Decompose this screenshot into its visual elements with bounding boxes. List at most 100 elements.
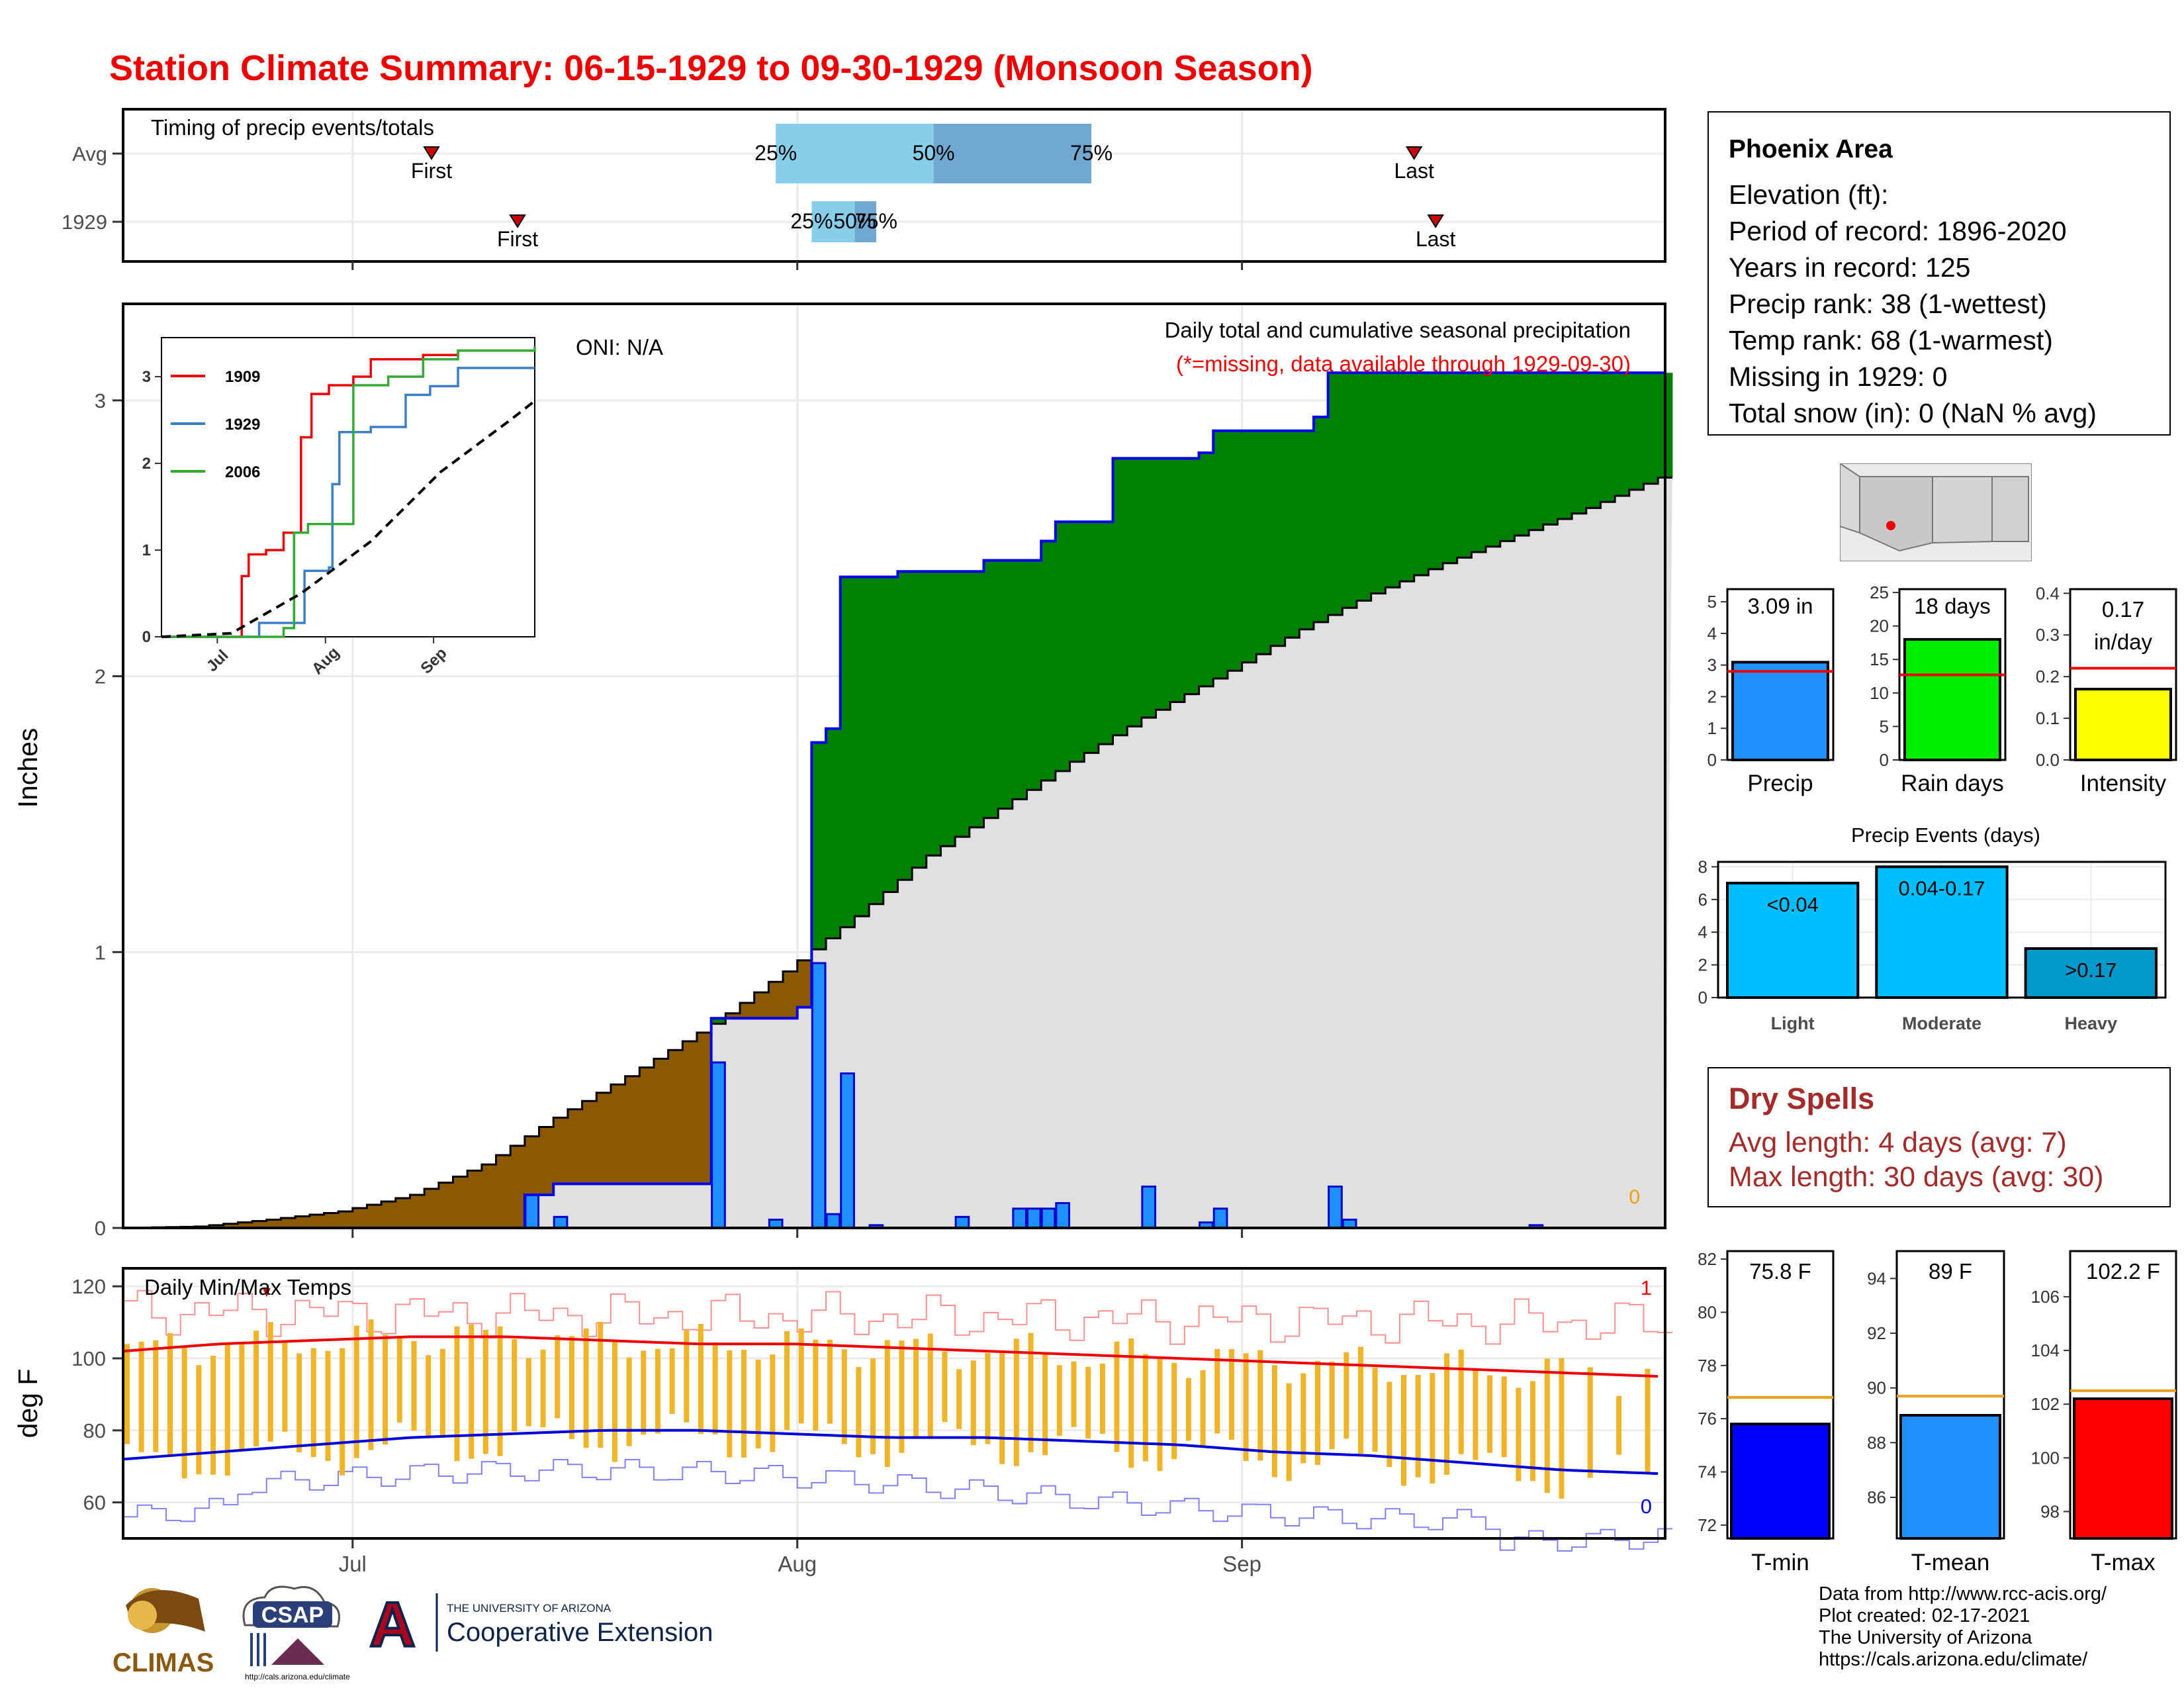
timing-last-marker — [1405, 146, 1423, 160]
temp-summary-ytick-label: 94 — [1867, 1268, 1886, 1288]
svg-text:CSAP: CSAP — [261, 1603, 324, 1628]
summary-axis-label: Rain days — [1901, 771, 2004, 796]
above-average-area — [1443, 373, 1458, 563]
temp-ytick-label: 100 — [71, 1347, 106, 1370]
temp-panel: 60 80 100 120 Daily Min/Max Temps 1 0 deg F — [13, 1267, 1672, 1552]
events-bar-label: >0.17 — [2065, 959, 2116, 982]
daily-temp-bar — [970, 1360, 976, 1446]
daily-temp-bar — [712, 1342, 718, 1434]
daily-temp-bar — [1415, 1375, 1421, 1477]
station-missing: Missing in 1929: 0 — [1729, 361, 1948, 392]
daily-temp-bar — [913, 1338, 919, 1438]
daily-precip-bar — [811, 962, 827, 1229]
daily-precip-bar — [1328, 1185, 1343, 1229]
temp-summary-ytick-label: 106 — [2031, 1287, 2060, 1307]
above-average-area — [1543, 373, 1559, 525]
above-average-area — [998, 560, 1013, 809]
above-average-area — [1457, 373, 1472, 558]
above-average-area — [1041, 541, 1056, 781]
temp-summary-ytick-label: 102 — [2031, 1394, 2060, 1414]
daily-temp-bar — [454, 1326, 460, 1462]
timing-bar-lower — [776, 124, 934, 183]
above-average-area — [1643, 373, 1659, 484]
station-info-box: Phoenix Area Elevation (ft): Period of r… — [1707, 111, 2171, 436]
daily-temp-bar — [626, 1357, 632, 1446]
x-axis-tick-label: Aug — [778, 1552, 817, 1576]
summary-value-label: 3.09 in — [1747, 594, 1813, 618]
above-average-area — [1199, 453, 1214, 686]
above-average-area — [869, 577, 884, 904]
daily-temp-bar — [1430, 1373, 1435, 1484]
above-average-area — [1629, 373, 1645, 490]
events-category-label: Heavy — [2065, 1013, 2118, 1033]
main-chart-area: Timing of precip events/totals Avg 25% 50%… — [13, 108, 1673, 1576]
timing-bar-upper — [933, 124, 1092, 183]
inset-legend-label: 1929 — [225, 416, 260, 434]
events-ytick-label: 0 — [1698, 988, 1707, 1008]
daily-temp-bar — [1142, 1354, 1148, 1462]
daily-temp-bar — [1185, 1378, 1191, 1441]
temp-summary-value-label: 102.2 F — [2086, 1259, 2160, 1284]
above-average-area — [1371, 373, 1386, 594]
daily-temp-bar — [1544, 1358, 1550, 1493]
timing-q25-label: 25% — [790, 209, 833, 233]
credits: Data from http://www.rcc-acis.org/ Plot … — [1819, 1583, 2107, 1671]
below-average-area — [740, 1002, 755, 1019]
temp-summary-ytick-label: 88 — [1867, 1432, 1886, 1452]
daily-temp-bar — [1587, 1367, 1593, 1478]
temp-summary-ytick-label: 76 — [1698, 1409, 1717, 1429]
above-average-area — [1586, 373, 1602, 508]
daily-temp-bar — [1645, 1368, 1651, 1474]
daily-temp-bar — [1042, 1353, 1048, 1456]
temp-summary-ytick-label: 80 — [1698, 1302, 1717, 1322]
timing-last-label: Last — [1394, 159, 1434, 183]
daily-temp-bar — [253, 1331, 259, 1447]
daily-temp-bar — [698, 1323, 704, 1434]
below-average-area — [582, 1101, 597, 1184]
below-average-area — [281, 1217, 296, 1228]
inset-ytick-label: 0 — [142, 628, 151, 646]
events-bar — [2024, 947, 2158, 999]
svg-text:Cooperative Extension: Cooperative Extension — [447, 1618, 713, 1647]
daily-temp-bar — [411, 1340, 417, 1431]
daily-temp-bar — [612, 1341, 617, 1462]
university-of-arizona-logo: A THE UNIVERSITY OF ARIZONA Cooperative … — [364, 1588, 713, 1662]
summary-value-label: 18 days — [1914, 594, 1991, 618]
credit-url: https://cals.arizona.edu/climate/ — [1819, 1649, 2088, 1670]
precip-ylabel: Inches — [13, 728, 43, 808]
below-average-area — [524, 1136, 540, 1195]
below-average-area — [696, 1032, 712, 1184]
daily-temp-bar — [741, 1350, 747, 1458]
station-years: Years in record: 125 — [1729, 252, 1971, 283]
daily-temp-bar — [1013, 1338, 1019, 1466]
above-average-area — [1328, 373, 1343, 616]
logo-strip: CLIMAS CSAP http://cals.arizona.edu/clim… — [113, 1585, 713, 1681]
events-ytick-label: 8 — [1698, 857, 1707, 876]
daily-temp-bar — [827, 1339, 833, 1424]
dry-spells-title: Dry Spells — [1729, 1082, 1875, 1115]
above-average-area — [1069, 522, 1085, 762]
temp-summary-bar — [2073, 1397, 2173, 1540]
daily-temp-bar — [1487, 1375, 1493, 1453]
above-average-area — [1098, 522, 1114, 745]
daily-temp-bar — [999, 1353, 1005, 1464]
station-snow: Total snow (in): 0 (NaN % avg) — [1729, 398, 2097, 428]
events-category-label: Moderate — [1902, 1013, 1981, 1033]
below-average-area — [252, 1221, 267, 1228]
daily-temp-bar — [1372, 1367, 1378, 1452]
timing-panel: Timing of precip events/totals Avg 25% 50%… — [62, 108, 1666, 270]
daily-precip-bar — [1012, 1207, 1027, 1229]
below-average-area — [209, 1225, 224, 1228]
daily-temp-bar — [396, 1338, 402, 1423]
daily-temp-bar — [426, 1355, 432, 1436]
below-average-area — [539, 1127, 554, 1195]
daily-temp-bar — [138, 1341, 144, 1452]
timing-q50-label: 50% — [913, 141, 955, 165]
above-average-area — [1170, 458, 1185, 702]
temp-ytick-label: 120 — [71, 1275, 106, 1298]
below-average-area — [395, 1197, 411, 1228]
daily-temp-bar — [1028, 1333, 1034, 1452]
above-average-area — [1385, 373, 1400, 588]
above-average-area — [940, 571, 956, 847]
